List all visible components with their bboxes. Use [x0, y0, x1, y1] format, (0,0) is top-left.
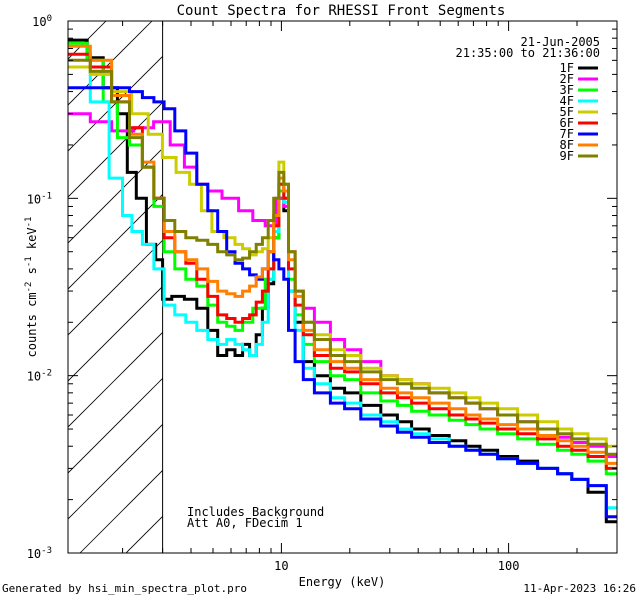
series-line-2f: [68, 112, 617, 458]
hatch-line: [68, 193, 163, 290]
generated-by-note: Generated by hsi_min_spectra_plot.pro: [2, 582, 248, 595]
legend-label-3f: 3F: [560, 83, 574, 97]
hatch-line: [68, 147, 163, 244]
hatch-line: [68, 21, 153, 106]
legend-label-5f: 5F: [560, 105, 574, 119]
x-tick-labels: 10 100: [274, 559, 519, 573]
legend-label-9f: 9F: [560, 149, 574, 163]
y-tick-label: 10-1: [27, 191, 52, 206]
series-line-6f: [68, 52, 617, 470]
y-tick-labels: 10-3 10-2 10-1 100: [27, 14, 52, 561]
series-lines: [68, 38, 617, 524]
legend-label-2f: 2F: [560, 72, 574, 86]
x-tick-label: 10: [274, 559, 288, 573]
y-axis-label: counts cm-2 s-1 keV-1: [24, 217, 39, 358]
attenuator-note: Att A0, FDecim 1: [187, 516, 303, 530]
series-line-8f: [68, 44, 617, 465]
legend-label-6f: 6F: [560, 116, 574, 130]
hatch-line: [218, 13, 640, 553]
legend-label-7f: 7F: [560, 127, 574, 141]
hatch-line: [68, 21, 107, 60]
series-line-3f: [68, 41, 617, 476]
series-line-7f: [68, 86, 617, 519]
legend-label-1f: 1F: [560, 61, 574, 75]
legend-label-8f: 8F: [560, 138, 574, 152]
hatch-line: [0, 13, 68, 553]
time-range-annotation: 21:35:00 to 21:36:00: [456, 46, 601, 60]
background-note: Includes Background: [187, 505, 324, 519]
chart-title: Count Spectra for RHESSI Front Segments: [177, 3, 506, 19]
series-line-9f: [68, 58, 617, 456]
y-tick-label: 10-3: [27, 546, 52, 561]
series-line-1f: [68, 38, 617, 524]
hatch-line: [68, 423, 163, 520]
legend-label-4f: 4F: [560, 94, 574, 108]
axis-ticks: [68, 21, 618, 554]
date-annotation: 21-Jun-2005: [521, 35, 600, 49]
hatch-line: [79, 469, 163, 553]
y-tick-label: 10-2: [27, 369, 52, 384]
plot-frame: [67, 20, 618, 554]
y-tick-label: 100: [32, 14, 52, 29]
hatch-line: [68, 377, 163, 474]
footer-timestamp: 11-Apr-2023 16:26: [523, 582, 636, 595]
x-tick-label: 100: [498, 559, 520, 573]
attenuator-hatch-region: [0, 13, 640, 553]
x-axis-label: Energy (keV): [299, 575, 386, 589]
hatch-line: [68, 331, 163, 428]
hatch-line: [68, 239, 163, 336]
